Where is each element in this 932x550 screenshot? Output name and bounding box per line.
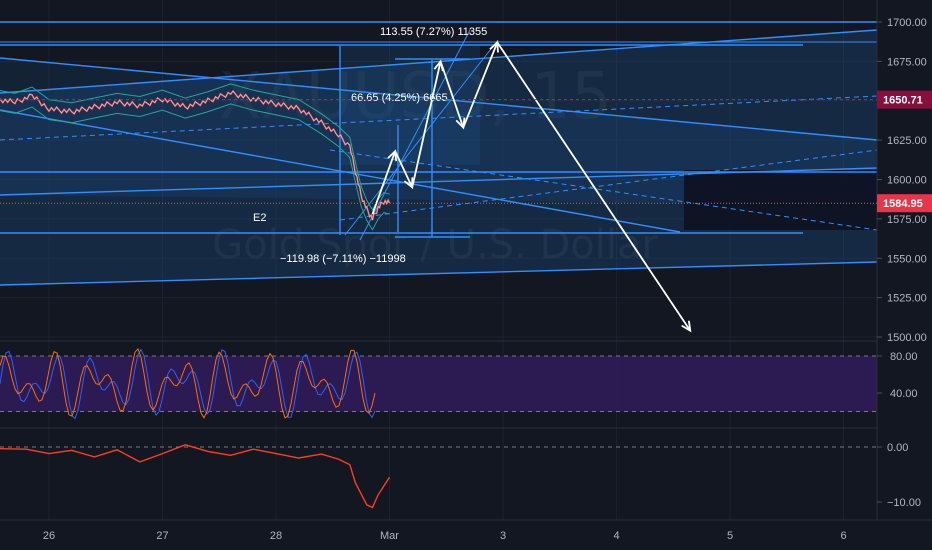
channel-dashed-upper[interactable] [0,95,878,141]
dark-projection-zone [684,170,877,230]
channel-desc-upper[interactable] [0,57,878,141]
price-axis[interactable]: 1700.001675.001650.001625.001600.001575.… [0,17,932,509]
x-tick-label: Mar [380,530,399,542]
channel-fill-main [0,30,877,285]
y-tick-label: 1575.00 [887,214,927,226]
projection-path[interactable] [371,40,692,333]
drawing-tools[interactable] [0,21,878,286]
price-badge-label: 1650.71 [883,95,923,107]
x-tick-label: 27 [156,530,168,542]
x-tick-label: 4 [613,530,619,542]
fan-line[interactable] [344,39,499,236]
projection-segment[interactable] [371,150,397,215]
y-tick-label: 1525.00 [887,293,927,305]
price-badge-label: 1584.95 [883,198,923,210]
stoch-tick-label: 40.00 [890,388,918,400]
time-axis[interactable]: 26 27 28 Mar 3 4 5 6 [43,530,847,542]
watermark-name: Gold Spot / U.S. Dollar [212,222,658,268]
y-tick-label: 1675.00 [887,56,927,68]
channel-upper-line[interactable] [0,29,878,94]
measure-label-small: 66.65 (4.25%) 6665 [351,92,448,104]
momentum-tick-label: 0.00 [887,442,908,454]
channel-lower-line[interactable] [0,261,878,286]
stochastic-pane [0,347,877,420]
price-badge [877,194,932,213]
x-tick-label: 5 [727,530,733,542]
y-tick-label: 1700.00 [887,17,927,29]
projection-segment[interactable] [394,150,414,188]
x-tick-label: 26 [43,530,55,542]
momentum-pane [0,444,877,509]
projection-segment[interactable] [411,61,442,188]
price-pane [0,83,391,231]
fan-line-2[interactable] [359,29,471,241]
measure-label-down: −119.98 (−7.11%) −11998 [280,253,406,265]
stochastic-d-line [0,347,376,419]
price-badge [877,90,932,109]
projection-segment[interactable] [439,61,465,128]
price-line [0,90,390,221]
bollinger-upper [0,83,390,211]
measure-label-large: 113.55 (7.27%) 11355 [380,26,487,38]
momentum-line [0,444,391,509]
channel-dashed-mid[interactable] [339,149,878,221]
x-tick-label: 6 [840,530,846,542]
y-tick-label: 1500.00 [887,332,927,344]
stochastic-k-line [0,348,376,420]
y-tick-label: 1600.00 [887,175,927,187]
x-tick-label: 3 [500,530,506,542]
stochastic-band [0,356,877,412]
stoch-tick-label: 80.00 [890,351,918,363]
projection-segment[interactable] [496,41,692,332]
channel-ascending-mid[interactable] [0,167,878,196]
y-tick-label: 1625.00 [887,135,927,147]
bollinger-lower [0,103,390,231]
channel-dashed-lower[interactable] [329,149,878,231]
arrowhead [681,320,692,333]
x-tick-label: 28 [270,530,282,542]
y-tick-label: 1550.00 [887,253,927,265]
momentum-tick-label: −10.00 [887,497,921,509]
wave-label-e2: E2 [253,212,266,224]
projection-segment[interactable] [462,42,499,128]
